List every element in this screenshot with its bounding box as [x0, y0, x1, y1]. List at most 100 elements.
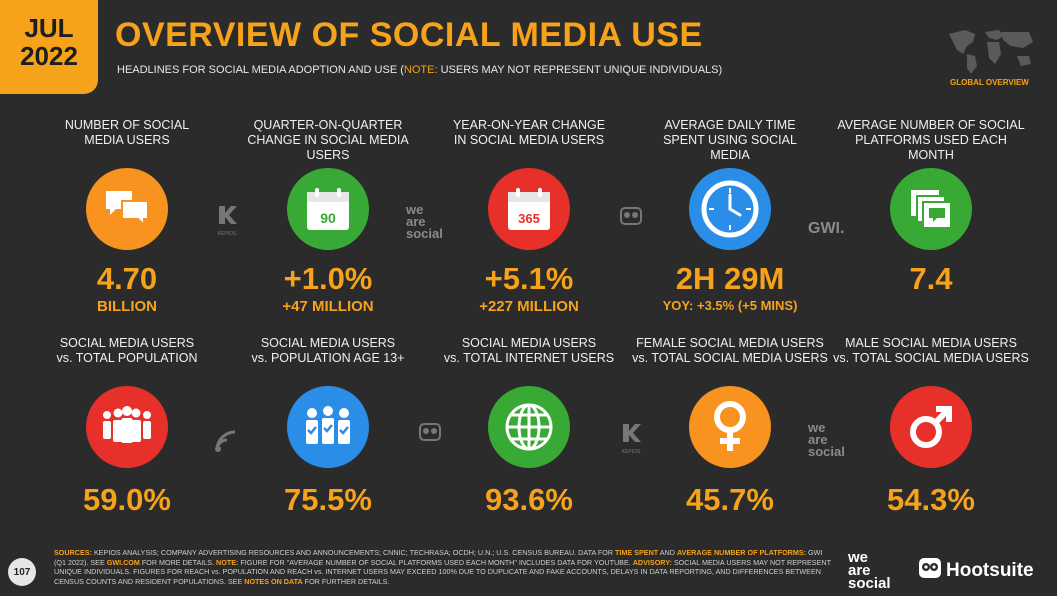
stat-card-platforms: AVERAGE NUMBER OF SOCIAL PLATFORMS USED …	[831, 118, 1031, 296]
calendar-text: 90	[320, 210, 336, 226]
date-year: 2022	[20, 41, 78, 71]
stat-label: MALE SOCIAL MEDIA USERS vs. TOTAL SOCIAL …	[831, 336, 1031, 370]
hootsuite-owl-icon	[919, 558, 941, 578]
label-line2: vs. TOTAL SOCIAL MEDIA USERS	[833, 351, 1029, 365]
stat-label: AVERAGE DAILY TIME SPENT USING SOCIAL ME…	[663, 118, 797, 162]
stat-value: 4.70	[96, 261, 158, 296]
stat-sub: +227 MILLION	[479, 298, 579, 315]
page-subtitle: HEADLINES FOR SOCIAL MEDIA ADOPTION AND …	[117, 64, 722, 76]
label-line2: vs. TOTAL INTERNET USERS	[443, 351, 615, 365]
male-symbol-icon	[890, 386, 972, 468]
clock-icon	[689, 168, 771, 250]
stat-card-vs-age13: SOCIAL MEDIA USERS vs. POPULATION AGE 13+…	[228, 336, 428, 518]
sources-text: KEPIOS ANALYSIS; COMPANY ADVERTISING RES…	[91, 548, 616, 557]
stacked-chat-icon	[890, 168, 972, 250]
date-badge: JUL 2022	[0, 0, 98, 94]
stat-label: SOCIAL MEDIA USERS vs. POPULATION AGE 13+	[228, 336, 428, 370]
more-details-text: FOR MORE DETAILS.	[139, 557, 217, 567]
sources-label: SOURCES:	[54, 548, 92, 557]
globe-icon	[488, 386, 570, 468]
page-title: OVERVIEW OF SOCIAL MEDIA USE	[115, 16, 703, 54]
logo-we: we	[848, 549, 869, 566]
stat-card-vs-population: SOCIAL MEDIA USERS vs. TOTAL POPULATION 5…	[27, 336, 227, 518]
label-line1: FEMALE SOCIAL MEDIA USERS	[636, 336, 824, 350]
stat-value: +1.0%	[283, 261, 373, 296]
stat-label: SOCIAL MEDIA USERS vs. TOTAL INTERNET USE…	[429, 336, 629, 370]
gwi-link[interactable]: GWI.COM	[106, 557, 140, 567]
subtitle-note: NOTE:	[403, 64, 438, 76]
calendar-365-icon: 365	[488, 168, 570, 250]
label-line1: SOCIAL MEDIA USERS	[260, 336, 396, 350]
stat-value: 75.5%	[284, 482, 372, 517]
final-text: FOR FURTHER DETAILS.	[302, 576, 390, 586]
calendar-text: 365	[518, 211, 540, 226]
stat-label: AVERAGE NUMBER OF SOCIAL PLATFORMS USED …	[837, 118, 1025, 162]
datareportal-watermark-icon	[215, 430, 236, 452]
subtitle-post: USERS MAY NOT REPRESENT UNIQUE INDIVIDUA…	[437, 64, 723, 76]
stat-card-vs-internet: SOCIAL MEDIA USERS vs. TOTAL INTERNET USE…	[429, 336, 629, 518]
wm-social-2: social	[808, 444, 845, 459]
notes-on-data-link[interactable]: NOTES ON DATA	[244, 576, 303, 586]
gwi-watermark: GWI.	[808, 220, 845, 237]
gwi-text: GWI (Q1 2022). SEE	[54, 548, 823, 567]
calendar-90-icon: 90	[287, 168, 369, 250]
stat-value: +5.1%	[484, 261, 574, 296]
date-month: JUL	[24, 13, 74, 43]
wm-are: are	[406, 214, 426, 229]
wearesocial-logo: we are social	[848, 549, 891, 592]
note-text: FIGURE FOR "AVERAGE NUMBER OF SOCIAL PLA…	[238, 557, 633, 567]
stat-card-time-spent: AVERAGE DAILY TIME SPENT USING SOCIAL ME…	[630, 118, 830, 313]
hootsuite-owl-watermark-2-icon	[419, 423, 441, 441]
stat-label: QUARTER-ON-QUARTER CHANGE IN SOCIAL MEDI…	[247, 118, 409, 162]
stat-card-social-users: NUMBER OF SOCIAL MEDIA USERS 4.70 BILLIO…	[27, 118, 227, 315]
stat-value: 45.7%	[686, 482, 774, 517]
stat-sub: YOY: +3.5% (+5 MINS)	[662, 298, 798, 313]
note-label: NOTE:	[216, 557, 239, 567]
hootsuite-owl-watermark-icon	[620, 207, 642, 225]
kepios-text: KEPIOS	[217, 231, 237, 237]
subtitle-pre: HEADLINES FOR SOCIAL MEDIA ADOPTION AND …	[117, 64, 404, 76]
advisory-text: SOCIAL MEDIA USERS MAY NOT REPRESENT UNI…	[54, 557, 831, 586]
stat-label: SOCIAL MEDIA USERS vs. TOTAL POPULATION	[27, 336, 227, 370]
stat-value: 93.6%	[485, 482, 573, 517]
and-text: AND	[658, 548, 677, 557]
kepios-logo-icon	[219, 206, 237, 224]
footer-sources: SOURCES: KEPIOS ANALYSIS; COMPANY ADVERT…	[54, 548, 834, 586]
stat-sub: BILLION	[97, 298, 157, 315]
hootsuite-logo: Hootsuite	[946, 560, 1034, 581]
stat-label: YEAR-ON-YEAR CHANGE IN SOCIAL MEDIA USER…	[452, 118, 606, 147]
label-line1: MALE SOCIAL MEDIA USERS	[845, 336, 1017, 350]
speech-bubbles-icon	[86, 168, 168, 250]
label-line1: SOCIAL MEDIA USERS	[59, 336, 195, 350]
stat-value: 59.0%	[83, 482, 171, 517]
stat-card-yoy-change: YEAR-ON-YEAR CHANGE IN SOCIAL MEDIA USER…	[429, 118, 629, 315]
wearesocial-watermark-2: we are social	[808, 420, 845, 459]
kepios-logo-2-icon	[623, 424, 641, 442]
avg-platforms-label: AVERAGE NUMBER OF PLATFORMS:	[676, 548, 807, 557]
stat-card-female: FEMALE SOCIAL MEDIA USERS vs. TOTAL SOCIA…	[630, 336, 830, 518]
label-line2: vs. POPULATION AGE 13+	[251, 351, 405, 365]
logo-social: social	[848, 575, 891, 592]
stat-value: 7.4	[909, 261, 953, 296]
wm-are-2: are	[808, 432, 828, 447]
label-line2: vs. TOTAL SOCIAL MEDIA USERS	[632, 351, 828, 365]
stat-sub: +47 MILLION	[282, 298, 374, 315]
wm-social: social	[406, 226, 443, 241]
kepios-watermark-2: KEPIOS	[618, 422, 644, 455]
advisory-label: ADVISORY:	[632, 557, 672, 567]
world-map-icon	[949, 30, 1033, 74]
wm-we-2: we	[808, 420, 826, 435]
global-overview-label: GLOBAL OVERVIEW	[950, 78, 1029, 87]
time-spent-label: TIME SPENT	[615, 548, 659, 557]
stat-label: NUMBER OF SOCIAL MEDIA USERS	[64, 118, 190, 147]
kepios-watermark: KEPIOS	[214, 204, 240, 237]
stat-card-male: MALE SOCIAL MEDIA USERS vs. TOTAL SOCIAL …	[831, 336, 1031, 518]
stat-card-qoq-change: QUARTER-ON-QUARTER CHANGE IN SOCIAL MEDI…	[228, 118, 428, 315]
female-symbol-icon	[689, 386, 771, 468]
kepios-text-2: KEPIOS	[621, 449, 641, 455]
crowd-icon	[86, 386, 168, 468]
stat-value: 2H 29M	[675, 261, 785, 296]
stat-label: FEMALE SOCIAL MEDIA USERS vs. TOTAL SOCIA…	[630, 336, 830, 370]
page-number: 107	[8, 558, 36, 586]
logo-are: are	[848, 562, 871, 579]
